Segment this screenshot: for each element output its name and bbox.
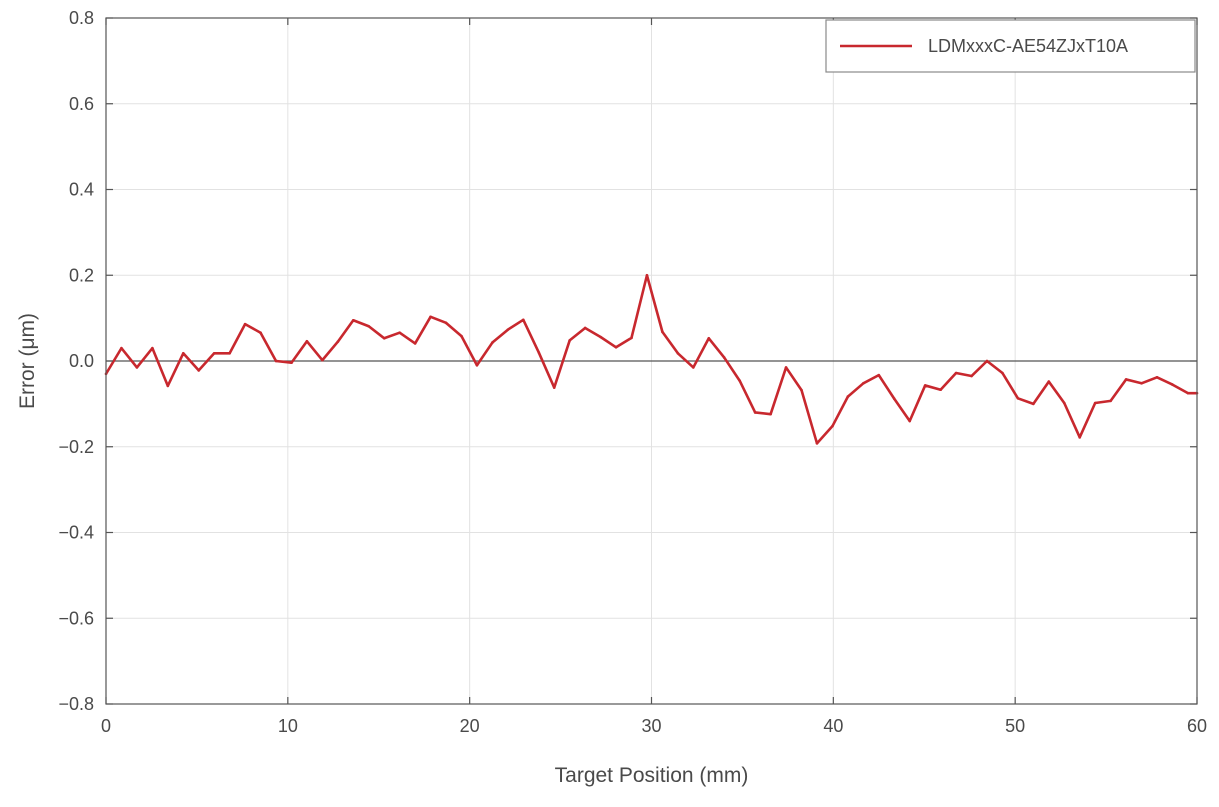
data-point <box>753 411 757 414</box>
data-point <box>243 322 247 326</box>
data-point <box>1047 380 1051 383</box>
data-point <box>491 341 494 344</box>
data-point <box>522 318 525 322</box>
x-tick-labels: 0 10 20 30 40 50 60 <box>101 716 1207 736</box>
data-point <box>475 363 479 367</box>
x-tick-label: 40 <box>823 716 843 736</box>
y-tick-label: −0.6 <box>58 608 94 628</box>
data-point <box>197 369 201 372</box>
data-point <box>614 345 618 349</box>
data-point <box>151 346 154 350</box>
data-point <box>738 379 741 383</box>
data-point <box>892 397 896 401</box>
data-point <box>862 381 865 385</box>
data-point <box>305 339 309 343</box>
x-tick-label: 30 <box>641 716 661 736</box>
data-point <box>212 351 216 355</box>
x-axis-title: Target Position (mm) <box>555 764 749 787</box>
data-point <box>274 359 278 363</box>
data-point <box>939 388 942 392</box>
data-point <box>429 315 432 319</box>
data-point <box>707 336 711 340</box>
data-point <box>444 321 448 325</box>
data-point <box>1032 402 1035 406</box>
data-point <box>1001 371 1004 375</box>
y-tick-label: −0.8 <box>58 694 94 714</box>
x-tick-label: 10 <box>278 716 298 736</box>
data-point <box>908 419 912 423</box>
data-point <box>120 346 123 350</box>
y-tick-label: −0.4 <box>58 523 94 543</box>
data-point <box>537 351 541 354</box>
data-point <box>676 351 680 355</box>
y-tick-label: −0.2 <box>58 437 94 457</box>
data-point <box>351 318 355 322</box>
data-point <box>630 336 633 340</box>
data-point <box>583 326 587 330</box>
y-tick-labels: 0.8 0.6 0.4 0.2 0.0 −0.2 −0.4 −0.6 −0.8 <box>58 8 94 714</box>
data-point <box>336 340 340 344</box>
data-point <box>1124 378 1128 381</box>
data-point <box>259 331 262 335</box>
data-point <box>985 359 989 363</box>
data-point <box>846 395 850 398</box>
data-point <box>1109 399 1112 403</box>
data-point <box>568 339 571 342</box>
x-tick-label: 50 <box>1005 716 1025 736</box>
legend-label: LDMxxxC-AE54ZJxT10A <box>928 36 1128 56</box>
data-point <box>382 336 386 340</box>
data-point <box>181 351 185 355</box>
data-point <box>661 330 664 334</box>
data-point <box>228 351 231 355</box>
data-point <box>321 358 324 362</box>
y-tick-label: 0.0 <box>69 351 94 371</box>
data-point <box>460 334 463 338</box>
series-group <box>104 273 1199 445</box>
data-point <box>367 324 371 328</box>
data-point <box>970 374 973 378</box>
data-point <box>1155 375 1159 379</box>
data-point <box>166 384 170 388</box>
data-point <box>1140 381 1143 385</box>
axis-ticks <box>105 17 1198 705</box>
data-point <box>1171 383 1174 386</box>
data-point <box>692 366 695 369</box>
y-tick-label: 0.4 <box>69 180 94 200</box>
data-point <box>413 342 417 345</box>
data-point <box>784 366 788 369</box>
data-point <box>722 356 726 359</box>
x-tick-label: 20 <box>460 716 480 736</box>
x-tick-label: 0 <box>101 716 111 736</box>
data-point <box>1062 401 1066 405</box>
data-point <box>831 424 834 428</box>
legend: LDMxxxC-AE54ZJxT10A <box>825 19 1196 73</box>
data-point <box>877 373 881 377</box>
y-tick-label: 0.2 <box>69 265 94 285</box>
data-point <box>645 273 649 277</box>
data-point <box>815 442 819 445</box>
data-point <box>1016 397 1020 400</box>
data-point <box>1078 436 1082 439</box>
data-point <box>800 388 803 392</box>
data-point <box>506 328 510 332</box>
y-tick-label: 0.6 <box>69 94 94 114</box>
data-point <box>954 371 958 375</box>
data-point <box>1093 401 1097 405</box>
data-point <box>398 331 401 335</box>
y-tick-label: 0.8 <box>69 8 94 28</box>
data-point <box>290 361 293 365</box>
data-point <box>599 335 602 339</box>
series-line <box>104 273 1197 445</box>
data-point <box>135 366 139 369</box>
data-point <box>769 412 772 416</box>
data-point <box>552 386 556 389</box>
data-point <box>923 384 927 387</box>
y-axis-title: Error (μm) <box>16 313 39 409</box>
x-tick-label: 60 <box>1187 716 1207 736</box>
data-point <box>1186 391 1190 395</box>
